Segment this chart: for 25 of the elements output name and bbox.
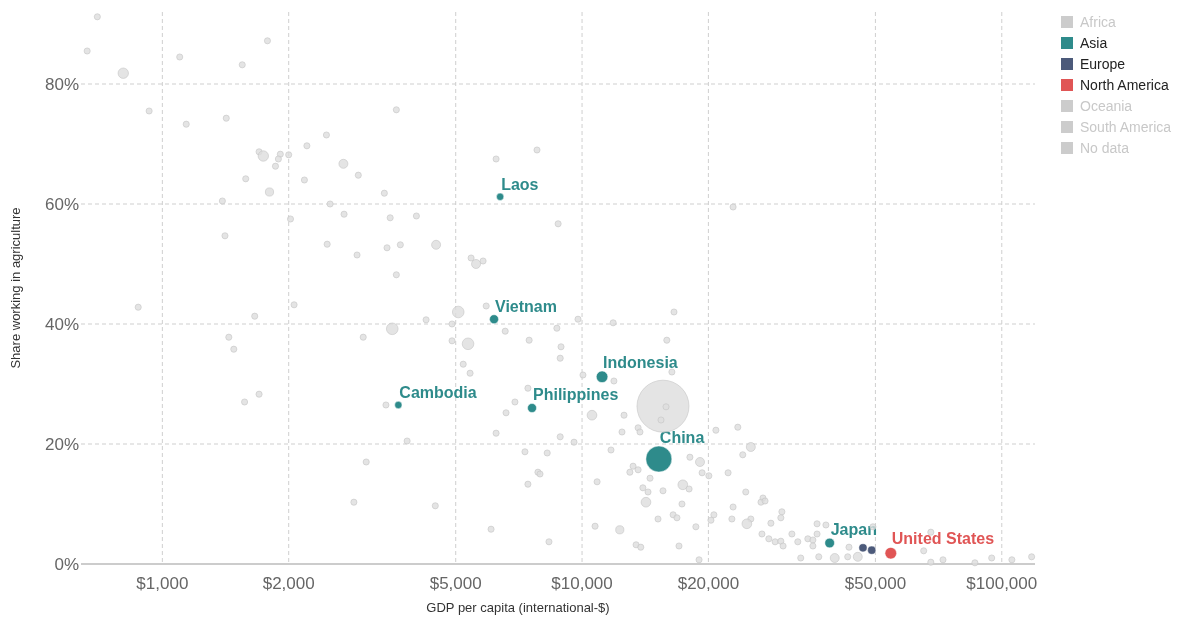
annotation: China (659, 429, 705, 446)
y-tick-label: 20% (44, 434, 79, 454)
y-tick-label: 40% (44, 314, 79, 334)
legend-label: Asia (1080, 35, 1108, 51)
annotation: Vietnam (495, 297, 557, 315)
legend-label: Europe (1080, 56, 1126, 72)
annotation: Indonesia (603, 353, 678, 371)
x-tick-label: $5,000 (429, 574, 482, 593)
x-axis-title: GDP per capita (international-$) (426, 600, 610, 615)
x-tick-label: $20,000 (677, 574, 740, 593)
x-tick-label: $10,000 (551, 574, 613, 593)
annotation: United States (891, 530, 995, 548)
y-tick-label: 0% (54, 554, 79, 574)
y-axis-title: Share working in agriculture (8, 207, 23, 369)
x-tick-label: $50,000 (844, 574, 907, 593)
x-tick-label: $1,000 (136, 574, 189, 593)
annotation: Cambodia (399, 384, 477, 402)
y-tick-label: 60% (44, 194, 79, 214)
y-tick-label: 80% (44, 74, 79, 94)
annotation: Laos (501, 176, 539, 194)
annotation: Japan (830, 521, 877, 539)
annotation: Philippines (533, 386, 619, 404)
x-tick-label: $100,000 (966, 574, 1038, 593)
x-tick-label: $2,000 (262, 574, 315, 593)
legend-label: North America (1080, 77, 1169, 93)
